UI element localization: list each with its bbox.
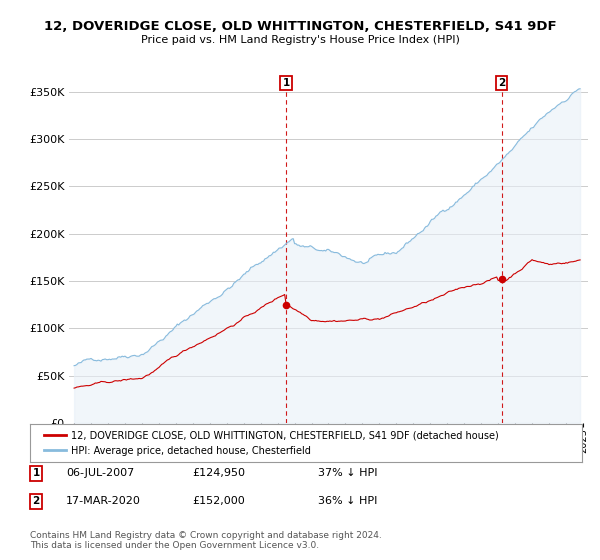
Text: 1: 1 [283,78,290,88]
Text: 06-JUL-2007: 06-JUL-2007 [66,468,134,478]
Text: 2: 2 [32,496,40,506]
Text: 37% ↓ HPI: 37% ↓ HPI [318,468,377,478]
Text: Price paid vs. HM Land Registry's House Price Index (HPI): Price paid vs. HM Land Registry's House … [140,35,460,45]
Text: £152,000: £152,000 [192,496,245,506]
Text: 12, DOVERIDGE CLOSE, OLD WHITTINGTON, CHESTERFIELD, S41 9DF: 12, DOVERIDGE CLOSE, OLD WHITTINGTON, CH… [44,20,556,32]
Text: 2: 2 [498,78,505,88]
Text: Contains HM Land Registry data © Crown copyright and database right 2024.
This d: Contains HM Land Registry data © Crown c… [30,531,382,550]
Legend: 12, DOVERIDGE CLOSE, OLD WHITTINGTON, CHESTERFIELD, S41 9DF (detached house), HP: 12, DOVERIDGE CLOSE, OLD WHITTINGTON, CH… [40,426,502,460]
Text: 36% ↓ HPI: 36% ↓ HPI [318,496,377,506]
Text: 1: 1 [32,468,40,478]
Text: 17-MAR-2020: 17-MAR-2020 [66,496,141,506]
Text: £124,950: £124,950 [192,468,245,478]
